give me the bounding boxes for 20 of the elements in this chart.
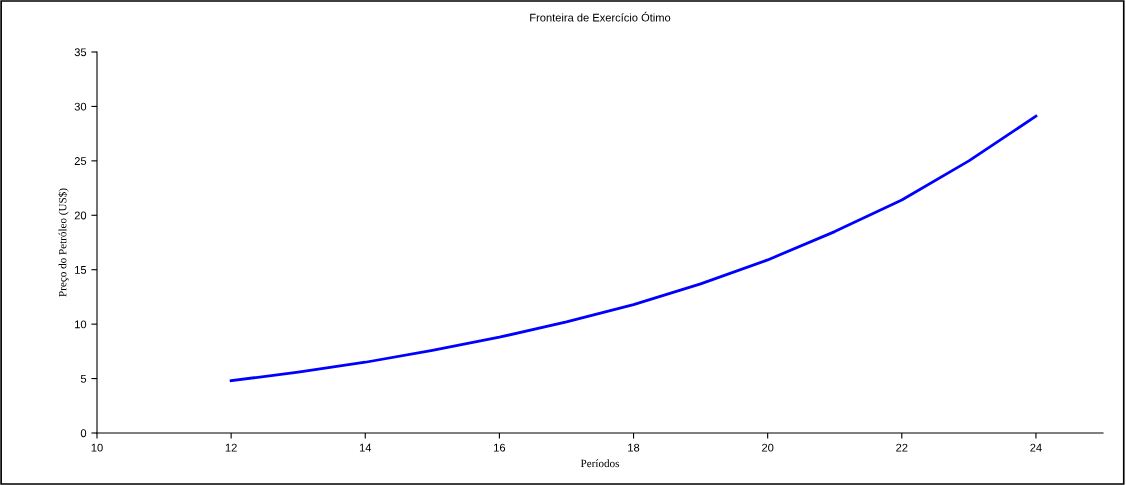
x-tick-label: 20 (762, 443, 774, 452)
y-tick-label: 15 (75, 266, 87, 274)
x-tick-label: 16 (494, 443, 506, 452)
x-tick-label: 14 (359, 443, 372, 452)
y-tick-label: 35 (74, 48, 87, 57)
x-tick-label: 10 (91, 443, 103, 452)
y-tick-label: 30 (74, 102, 87, 111)
y-tick-label: 0 (80, 429, 87, 438)
x-tick-label: 18 (628, 443, 640, 452)
y-tick-label: 20 (74, 211, 87, 220)
x-tick-label: 22 (896, 443, 908, 452)
y-tick-label: 10 (75, 320, 87, 329)
y-tick-label: 5 (80, 374, 87, 383)
x-tick-label: 12 (225, 443, 237, 452)
y-axis-title: Preço do Petróleo (US$) (58, 188, 69, 297)
y-tick-label: 25 (74, 157, 87, 165)
line-series (229, 114, 1038, 383)
x-tick-label: 24 (1030, 443, 1042, 452)
x-axis-title: Períodos (580, 459, 620, 468)
chart-title: Fronteira de Exercício Ótimo (530, 11, 671, 22)
